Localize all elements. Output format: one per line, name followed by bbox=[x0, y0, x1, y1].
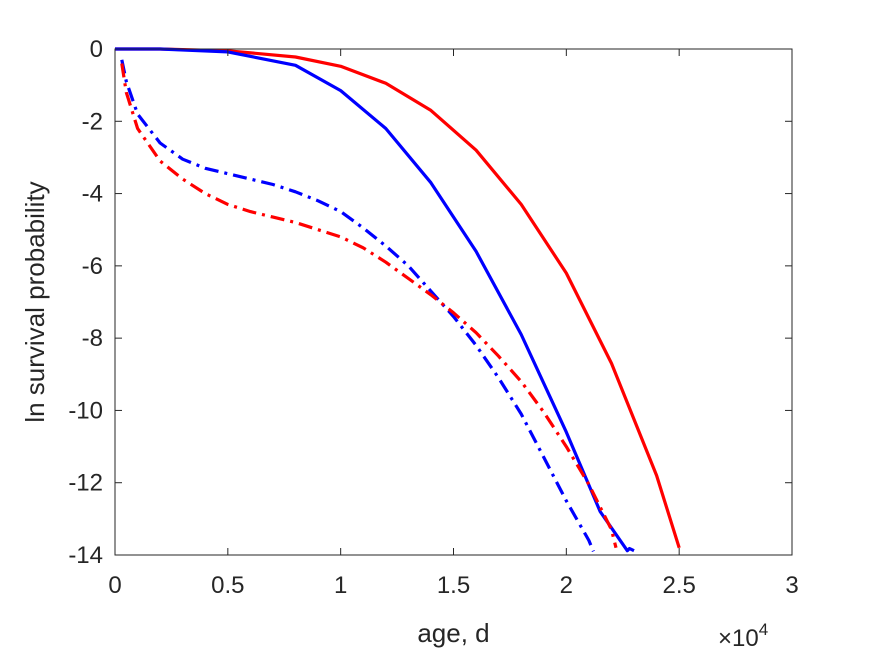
x-tick-label: 1 bbox=[334, 572, 347, 599]
series-line-4-dashdot bbox=[120, 63, 618, 549]
x-axis-exponent-power: 4 bbox=[759, 620, 768, 639]
x-tick-label: 2 bbox=[560, 572, 573, 599]
x-tick-label: 1.5 bbox=[437, 572, 470, 599]
x-axis-exponent: ×104 bbox=[718, 620, 768, 652]
y-tick-label: -2 bbox=[82, 108, 103, 135]
x-tick-label: 3 bbox=[785, 572, 798, 599]
y-tick-label: -6 bbox=[82, 253, 103, 280]
plot-area bbox=[115, 49, 792, 555]
y-axis-label: ln survival probability bbox=[20, 181, 50, 422]
x-tick-label: 0.5 bbox=[211, 572, 244, 599]
y-tick-label: -8 bbox=[82, 325, 103, 352]
x-axis-label: age, d bbox=[417, 618, 489, 648]
y-tick-label: -4 bbox=[82, 181, 103, 208]
x-axis-exponent-base: ×10 bbox=[718, 625, 759, 652]
plot-background bbox=[115, 49, 792, 555]
y-tick-label: -10 bbox=[68, 397, 103, 424]
x-tick-label: 0 bbox=[108, 572, 121, 599]
y-axis-ticks: 0 -2 -4 -6 -8 -10 -12 -14 bbox=[68, 36, 792, 569]
x-tick-label: 2.5 bbox=[662, 572, 695, 599]
series-line-3-dashdot bbox=[120, 59, 595, 553]
y-tick-label: 0 bbox=[90, 36, 103, 63]
y-tick-label: -14 bbox=[68, 542, 103, 569]
x-axis-ticks: 0 0.5 1 1.5 2 2.5 3 bbox=[108, 49, 799, 599]
series-line-2-solid bbox=[115, 47, 635, 553]
y-tick-label: -12 bbox=[68, 470, 103, 497]
